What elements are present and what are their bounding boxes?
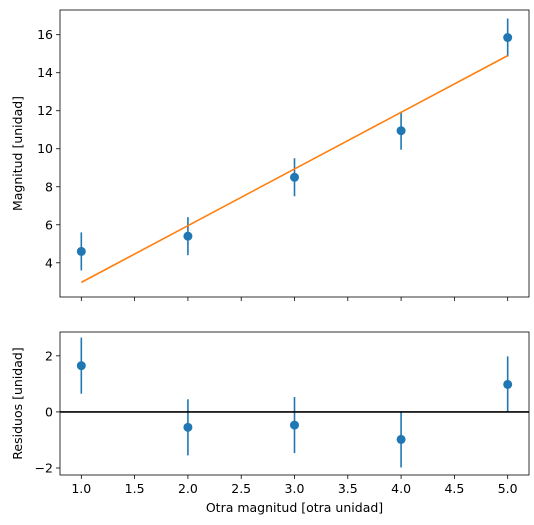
x-tick-label: 1.0 — [71, 481, 91, 496]
data-point — [183, 422, 193, 432]
y-tick-label: 16 — [37, 27, 53, 42]
y-tick-label: 12 — [37, 103, 53, 118]
x-tick-label: 1.5 — [125, 481, 145, 496]
axes-frame — [59, 331, 530, 476]
x-tick-label: 5.0 — [498, 481, 518, 496]
data-point — [76, 361, 86, 371]
x-tick-label: 4.5 — [444, 481, 464, 496]
data-point — [503, 379, 513, 389]
y-axis-title: Magnitud [unidad] — [10, 96, 25, 211]
y-axis-title: Residuos [unidad] — [10, 347, 25, 459]
y-tick-label: 8 — [45, 179, 53, 194]
y-tick-label: 4 — [45, 255, 53, 270]
x-tick-label: 3.0 — [285, 481, 305, 496]
data-point — [290, 420, 299, 430]
x-tick-label: 4.0 — [391, 481, 411, 496]
x-tick-label: 2.5 — [231, 481, 251, 496]
data-point — [76, 246, 86, 256]
axes-frame — [59, 9, 530, 298]
y-tick-label: 2 — [45, 348, 53, 363]
y-tick-label: 14 — [37, 65, 53, 80]
data-point — [503, 33, 513, 43]
y-tick-label: 10 — [37, 141, 53, 156]
residuals-plot-panel: 1.0 1.5 2.0 2.5 3.0 3.5 4.0 4.5 5.0 −2 0 2 Residuos … — [10, 331, 530, 515]
data-point — [396, 126, 406, 136]
data-point — [290, 172, 299, 182]
fit-line — [80, 54, 509, 284]
data-point — [183, 231, 193, 241]
y-tick-label: 6 — [45, 217, 53, 232]
y-tick-label: −2 — [35, 460, 53, 475]
x-axis-title: Otra magnitud [otra unidad] — [206, 500, 383, 515]
x-tick-label: 3.5 — [338, 481, 358, 496]
y-tick-label: 0 — [45, 404, 53, 419]
main-plot-panel: 4 6 8 10 12 14 16 Magnitud [unidad] — [10, 9, 530, 301]
x-tick-label: 2.0 — [178, 481, 198, 496]
data-point — [396, 434, 406, 444]
